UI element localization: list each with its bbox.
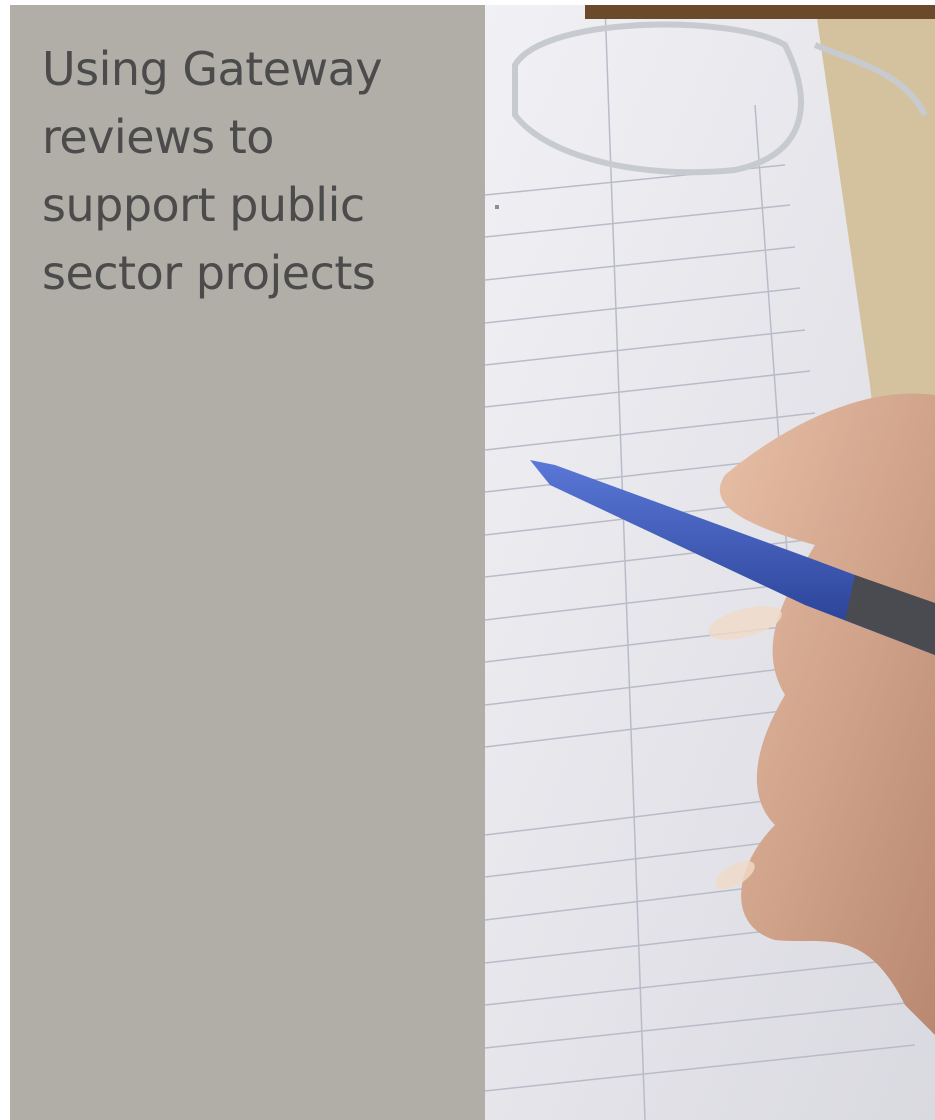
- page: Using Gateway reviews to support public …: [0, 0, 935, 1120]
- title-panel: Using Gateway reviews to support public …: [10, 5, 485, 1120]
- paper-figures: [495, 205, 499, 209]
- title-line: reviews to: [42, 103, 382, 171]
- cover-photo: [485, 5, 935, 1120]
- glasses-arm: [585, 5, 935, 19]
- title-line: support public: [42, 171, 382, 239]
- title-line: sector projects: [42, 239, 382, 307]
- title-line: Using Gateway: [42, 35, 382, 103]
- cover-title: Using Gateway reviews to support public …: [42, 35, 382, 307]
